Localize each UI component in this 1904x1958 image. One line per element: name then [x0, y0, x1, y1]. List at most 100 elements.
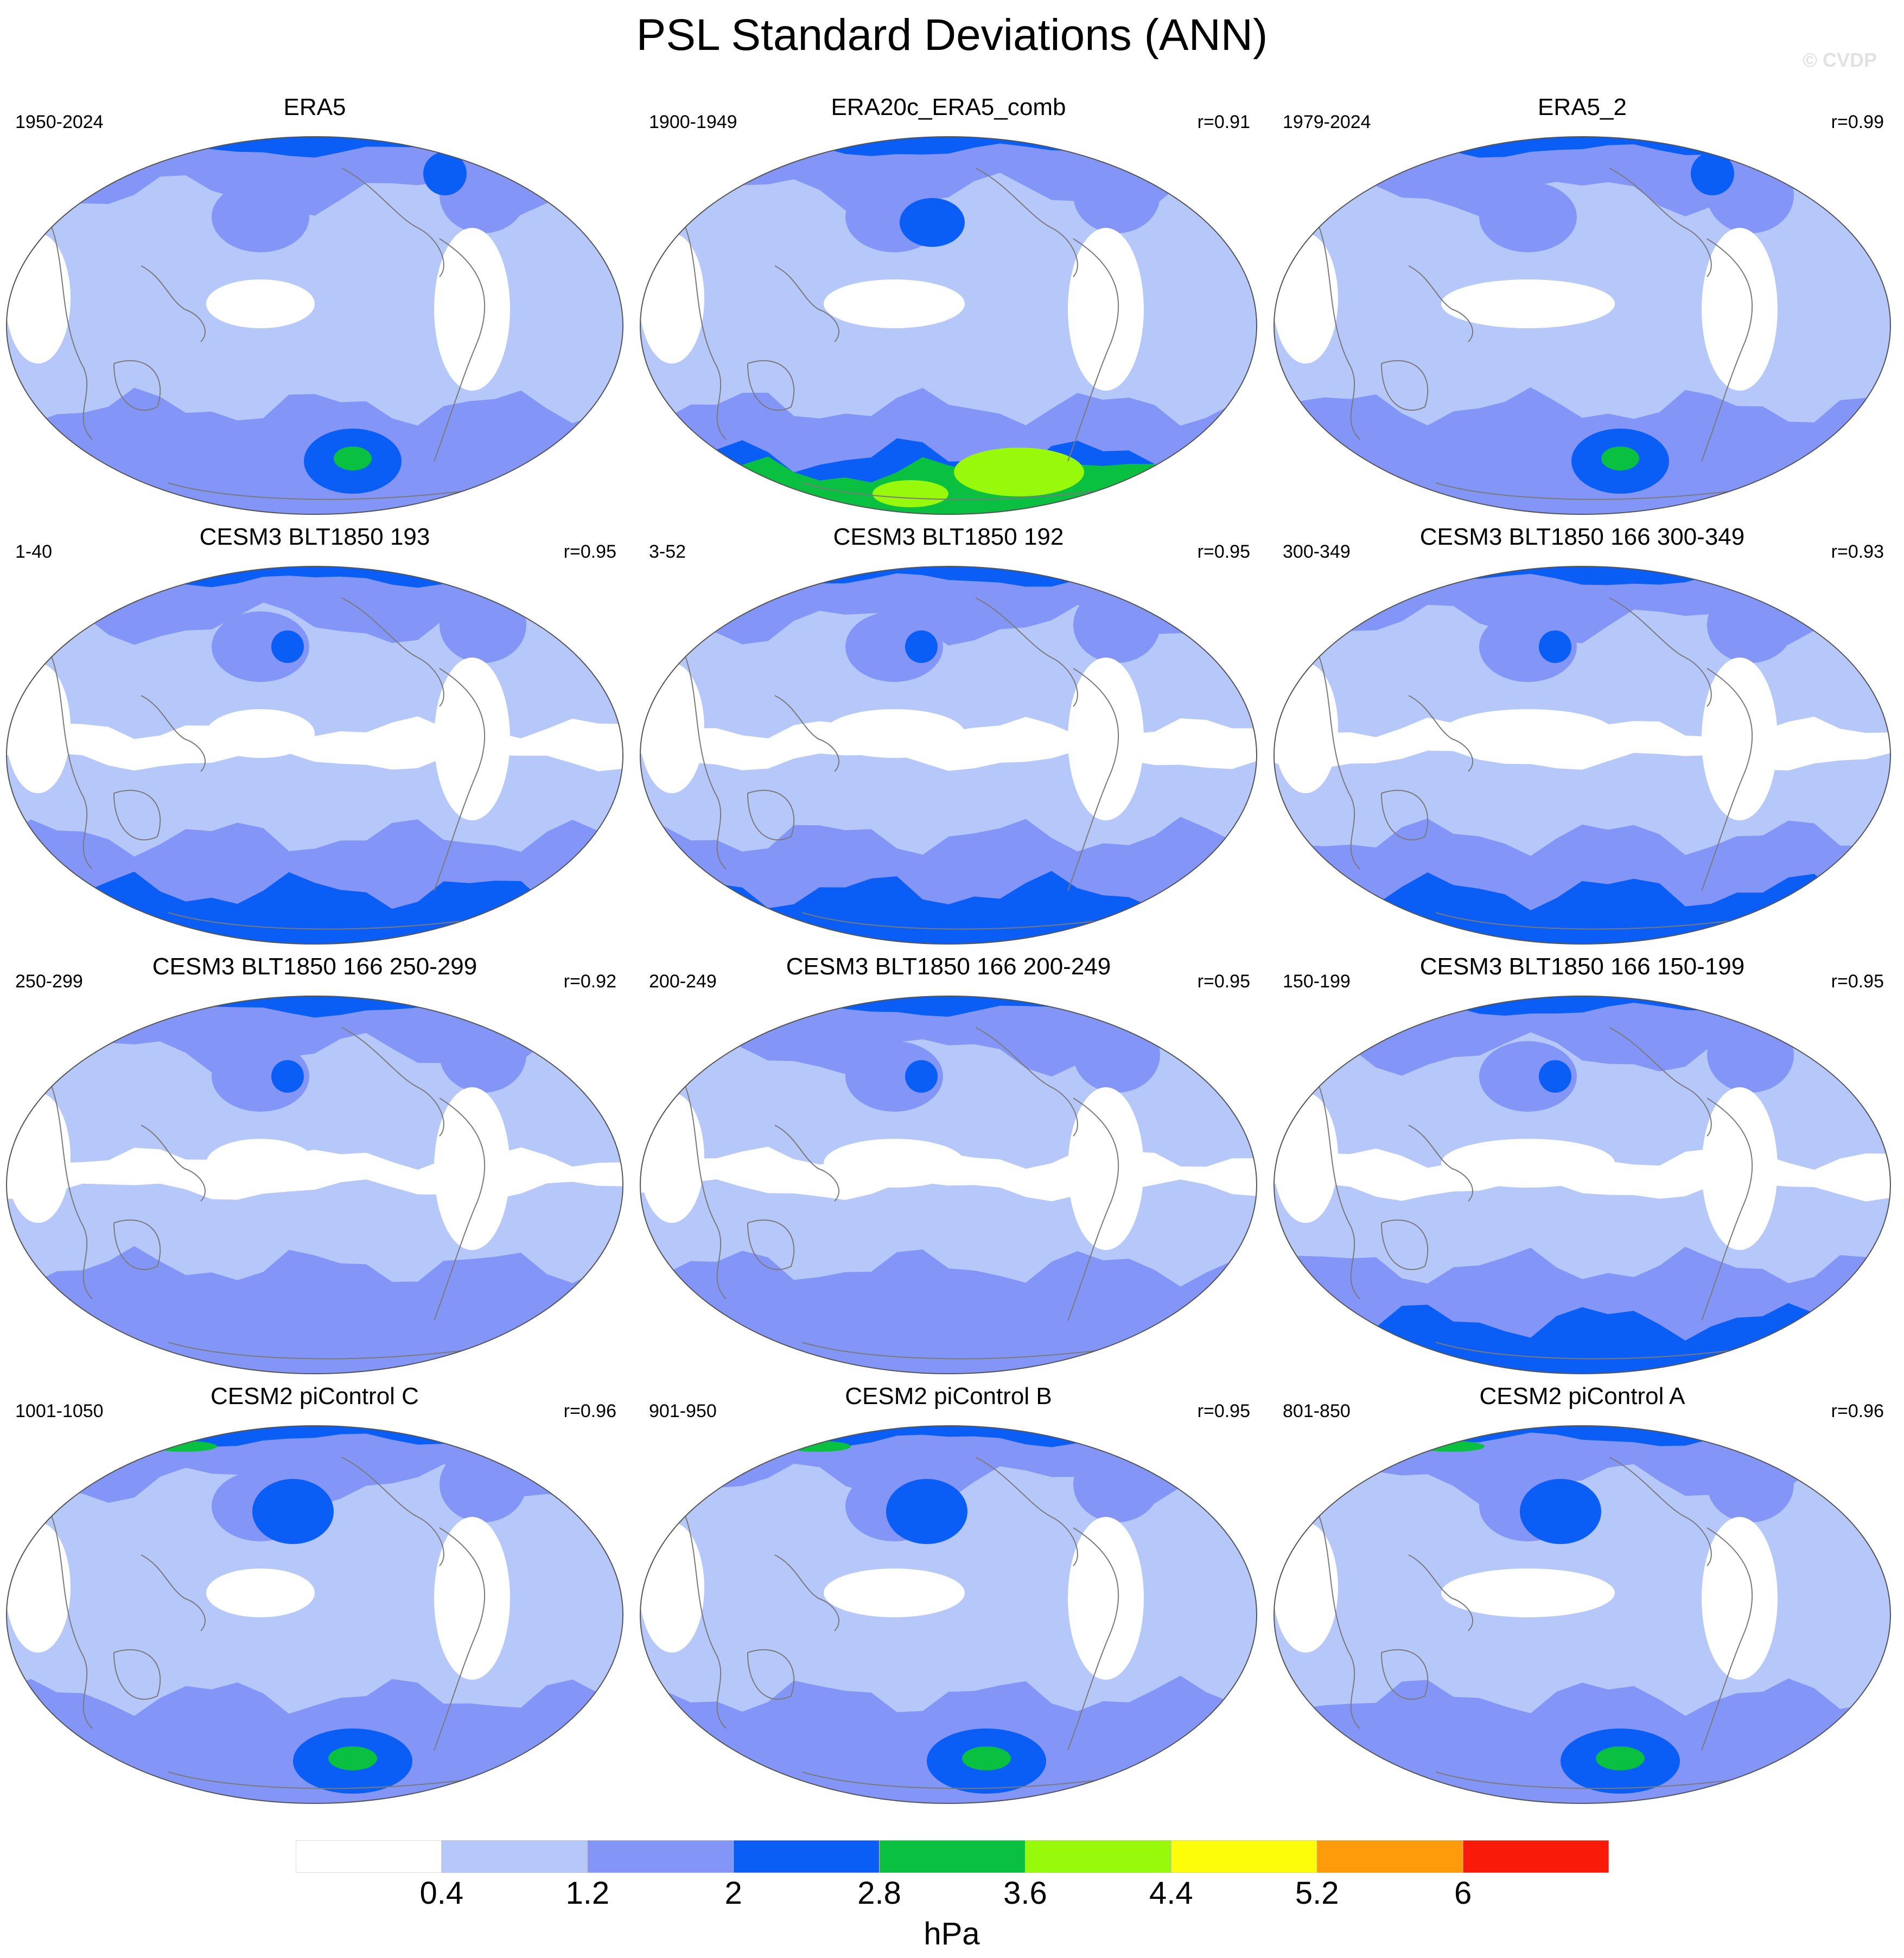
panel-period: 150-199 [1283, 971, 1351, 992]
panel-title: CESM2 piControl A [1479, 1383, 1685, 1409]
watermark: © CVDP [1803, 49, 1877, 71]
coastlines [1305, 1027, 1860, 1360]
north-pacific-core [1539, 1060, 1571, 1093]
panel-period: 1001-1050 [15, 1401, 104, 1421]
map-outline [6, 136, 623, 515]
map-outline [6, 996, 623, 1374]
map-outline [1273, 996, 1891, 1374]
southern-peak [1601, 447, 1639, 470]
north-atlantic-blob [1707, 1446, 1794, 1522]
map-field [7, 996, 623, 1374]
north-atlantic-blob [440, 587, 526, 663]
map-field [7, 566, 623, 944]
colorbar-segment [1462, 1840, 1609, 1873]
arctic-band [1274, 566, 1890, 588]
panel-period: 1950-2024 [15, 112, 104, 132]
tropical-white-belt [7, 716, 623, 771]
north-pacific-core [900, 198, 965, 247]
robinson-map [6, 566, 623, 945]
africa-white [1274, 1522, 1338, 1653]
southern-peak-east [954, 448, 1084, 496]
panel-period: 1979-2024 [1283, 112, 1371, 132]
map-panel: ERA5_2 1979-2024 r=0.99 [1273, 91, 1892, 520]
robinson-map [1273, 996, 1891, 1374]
robinson-map [1273, 136, 1891, 515]
map-field [1274, 137, 1890, 514]
southern-peak-west [873, 480, 948, 507]
north-pacific-blob [212, 1041, 309, 1112]
colorbar-tick-label: 0.4 [419, 1876, 464, 1911]
robinson-map [6, 136, 623, 515]
robinson-map [640, 996, 1257, 1374]
robinson-map [1273, 566, 1891, 945]
panel-correlation: r=0.92 [563, 971, 616, 992]
north-pacific-core [271, 1060, 304, 1093]
colorbar-tick-label: 2 [724, 1876, 742, 1911]
map-outline [640, 566, 1257, 945]
panel-title: ERA5 [283, 94, 346, 120]
panel-correlation: r=0.91 [1197, 112, 1250, 132]
panel-period: 1-40 [15, 541, 53, 562]
map-panel: CESM3 BLT1850 166 200-249 200-249 r=0.95 [639, 951, 1258, 1379]
map-field [640, 137, 1257, 514]
tropical-white-belt [1274, 716, 1890, 771]
north-atlantic-blob [440, 1446, 526, 1522]
robinson-map [1273, 1425, 1891, 1804]
tropical-white-belt [7, 1147, 623, 1200]
colorbar-tick-label: 6 [1454, 1876, 1472, 1911]
map-field [7, 1426, 623, 1803]
coastlines [671, 1457, 1226, 1789]
panel-correlation: r=0.95 [1197, 1401, 1250, 1421]
africa-white [640, 1093, 704, 1223]
panel-period: 1900-1949 [649, 112, 737, 132]
map-panel: CESM3 BLT1850 193 1-40 r=0.95 [5, 521, 624, 949]
map-outline [1273, 566, 1891, 945]
colorbar-segment [733, 1840, 880, 1873]
north-pacific-core [905, 630, 938, 663]
map-panel: CESM2 piControl B 901-950 r=0.95 [639, 1380, 1258, 1809]
arctic-band [7, 137, 623, 158]
south-america-white [434, 228, 510, 391]
map-field [640, 1426, 1257, 1803]
colorbar-tick-label: 5.2 [1295, 1876, 1339, 1911]
panel-title: CESM3 BLT1850 166 200-249 [786, 953, 1111, 980]
panel-title: CESM3 BLT1850 192 [833, 524, 1064, 550]
north-atlantic-blob [1073, 1446, 1160, 1522]
north-pacific-core [271, 630, 304, 663]
north-atlantic-blob [1707, 1017, 1794, 1093]
panel-period: 300-349 [1283, 541, 1351, 562]
north-pacific-blob [1479, 1041, 1577, 1112]
tropical-white-belt [640, 717, 1257, 771]
colorbar-segment [441, 1840, 588, 1873]
map-outline [640, 996, 1257, 1374]
north-pacific-blob [1479, 182, 1577, 252]
map-panel: CESM3 BLT1850 192 3-52 r=0.95 [639, 521, 1258, 949]
map-outline [6, 566, 623, 945]
robinson-map [6, 996, 623, 1374]
north-atlantic-blob [1073, 157, 1160, 233]
colorbar-tick-label: 3.6 [1003, 1876, 1047, 1911]
north-pacific-core [905, 1060, 938, 1093]
arctic-band [640, 996, 1257, 1017]
north-pacific-core [252, 1479, 334, 1544]
panel-title: CESM2 piControl B [845, 1383, 1052, 1409]
panel-title: CESM3 BLT1850 193 [199, 524, 430, 550]
map-field [1274, 996, 1890, 1374]
colorbar-tick-label: 4.4 [1149, 1876, 1193, 1911]
panel-correlation: r=0.96 [563, 1401, 616, 1421]
africa-white [7, 1093, 71, 1223]
south-america-white [1702, 228, 1778, 391]
panel-title: ERA20c_ERA5_comb [831, 94, 1066, 120]
panel-period: 250-299 [15, 971, 83, 992]
tropical-white-belt [1274, 1147, 1890, 1202]
panel-correlation: r=0.95 [563, 541, 616, 562]
africa-white [640, 1522, 704, 1653]
southern-peak [1596, 1746, 1645, 1770]
panel-period: 3-52 [649, 541, 686, 562]
north-pacific-blob [845, 611, 943, 682]
panel-title: ERA5_2 [1538, 94, 1627, 120]
colorbar-segment [1170, 1840, 1317, 1873]
panel-correlation: r=0.95 [1197, 541, 1250, 562]
africa-white [640, 233, 704, 363]
panel-correlation: r=0.93 [1831, 541, 1884, 562]
